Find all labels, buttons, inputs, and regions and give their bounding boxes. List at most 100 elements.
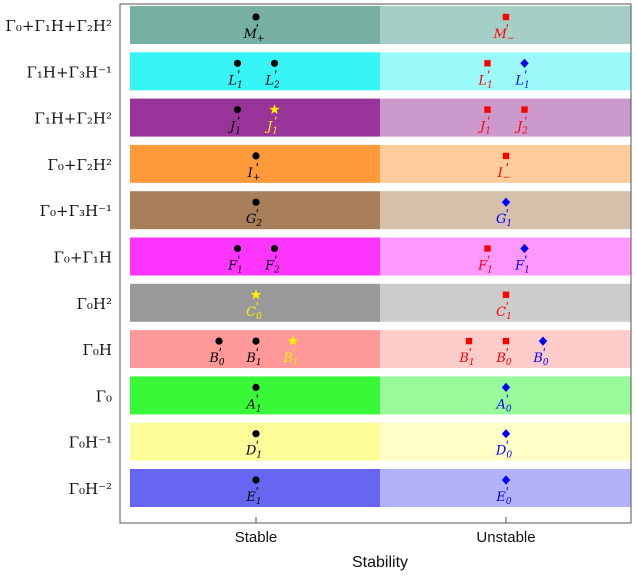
point-diamond-27 [501, 382, 511, 392]
point-label-20: B0 [208, 351, 225, 368]
point-circle-15 [270, 244, 279, 253]
point-diamond-29 [501, 429, 511, 439]
row-label-8: Γ₀ [96, 387, 112, 405]
row-label-6: Γ₀H² [76, 295, 112, 313]
points: M+ M− L1 L2 L1 L1 J1 J1 J1 J2 I+ I− G2 G1 F1 F2 F1 F1 C0 C1… [208, 13, 549, 507]
point-tick-19 [506, 301, 508, 305]
point-tick-2 [238, 70, 240, 74]
row-label-0: Γ₀+Γ₁H+Γ₂H² [5, 17, 112, 35]
band-unstable-5 [380, 237, 631, 276]
point-circle-3 [270, 59, 279, 67]
point-label-17: F1 [514, 259, 530, 276]
band-unstable-3 [380, 144, 631, 183]
point-tick-5 [525, 70, 527, 74]
point-tick-7 [275, 116, 277, 120]
row-label-1: Γ₁H+Γ₃H⁻¹ [26, 63, 112, 81]
point-tick-3 [275, 70, 277, 74]
row-label-2: Γ₁H+Γ₂H² [34, 110, 112, 128]
point-label-29: D0 [495, 444, 512, 461]
x-axis-ticks: Stable Unstable [235, 517, 536, 546]
point-label-0: M+ [243, 27, 265, 44]
point-tick-18 [256, 301, 258, 305]
point-label-9: J2 [514, 120, 528, 137]
band-stable-6 [130, 283, 380, 322]
point-tick-9 [525, 116, 527, 120]
point-star-22 [287, 335, 299, 346]
x-axis-label: Stability [352, 554, 408, 571]
point-tick-4 [488, 70, 490, 74]
point-label-15: F2 [264, 259, 280, 276]
band-unstable-2 [380, 98, 631, 137]
point-label-2: L1 [227, 73, 242, 90]
point-label-26: A1 [245, 397, 261, 414]
point-square-8 [484, 106, 491, 113]
point-label-7: J1 [264, 120, 278, 137]
point-label-1: M− [493, 27, 515, 44]
point-label-13: G1 [496, 212, 512, 229]
row-bands [130, 6, 631, 507]
point-tick-13 [506, 209, 508, 213]
point-label-28: D1 [245, 444, 262, 461]
point-label-10: I+ [247, 166, 261, 183]
point-tick-21 [256, 348, 258, 352]
point-tick-0 [256, 23, 258, 28]
band-unstable-0 [380, 6, 631, 44]
point-label-27: A0 [495, 397, 511, 414]
point-square-24 [502, 337, 510, 345]
point-circle-0 [252, 13, 260, 21]
point-label-5: L1 [514, 73, 529, 90]
point-tick-22 [293, 348, 295, 352]
band-unstable-4 [380, 191, 631, 230]
point-tick-25 [543, 348, 545, 352]
plot-frame [119, 3, 632, 524]
point-square-23 [465, 337, 473, 345]
point-diamond-25 [538, 336, 548, 346]
point-label-19: C1 [496, 305, 512, 322]
point-tick-29 [506, 440, 508, 444]
point-star-7 [269, 104, 280, 115]
point-tick-15 [275, 255, 277, 259]
point-label-4: L1 [477, 73, 492, 90]
point-circle-12 [252, 198, 260, 206]
point-tick-31 [506, 486, 508, 491]
row-label-3: Γ₀+Γ₂H² [47, 156, 112, 174]
point-diamond-5 [520, 58, 529, 68]
point-tick-10 [256, 162, 258, 166]
point-circle-10 [252, 152, 260, 160]
band-stable-0 [130, 6, 380, 44]
band-unstable-8 [380, 376, 631, 415]
point-label-8: J1 [477, 120, 491, 137]
point-label-11: I− [497, 166, 511, 183]
band-stable-4 [130, 191, 380, 230]
point-circle-2 [233, 59, 242, 67]
point-label-14: F1 [227, 259, 243, 276]
point-label-22: B1 [282, 351, 298, 368]
point-diamond-17 [520, 243, 529, 254]
row-label-9: Γ₀H⁻¹ [69, 434, 112, 452]
point-tick-11 [506, 162, 508, 166]
band-unstable-6 [380, 283, 631, 322]
point-circle-21 [252, 337, 260, 345]
row-label-4: Γ₀+Γ₃H⁻¹ [40, 202, 112, 220]
band-stable-1 [130, 52, 380, 91]
point-tick-20 [219, 348, 221, 352]
point-tick-27 [506, 394, 508, 398]
point-tick-23 [469, 348, 471, 352]
point-star-18 [250, 289, 262, 300]
x-tick-label-stable: Stable [235, 529, 278, 546]
point-square-16 [484, 245, 491, 252]
point-tick-16 [488, 255, 490, 259]
point-circle-20 [215, 337, 223, 345]
point-label-24: B0 [495, 351, 512, 368]
point-tick-1 [506, 23, 508, 28]
band-stable-5 [130, 237, 380, 276]
point-label-12: G2 [246, 212, 262, 229]
point-label-6: J1 [227, 120, 241, 137]
row-labels: Γ₀+Γ₁H+Γ₂H² Γ₁H+Γ₃H⁻¹ Γ₁H+Γ₂H² Γ₀+Γ₂H² Γ₀+Γ₃… [5, 17, 112, 498]
point-label-25: B0 [532, 351, 549, 368]
point-tick-12 [256, 209, 258, 213]
point-tick-24 [506, 348, 508, 352]
band-stable-10 [130, 469, 380, 507]
point-label-21: B1 [245, 351, 261, 368]
